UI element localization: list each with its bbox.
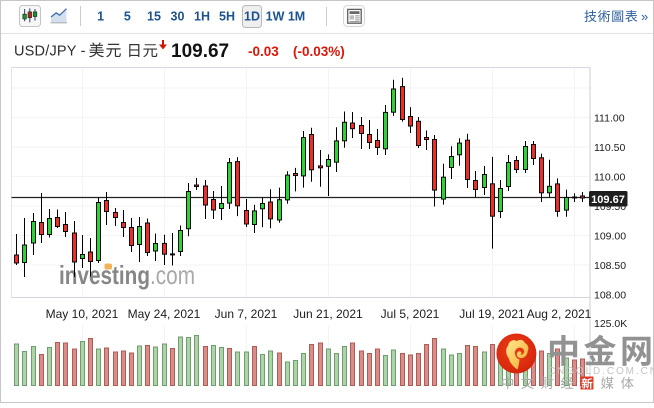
svg-text:1: 1 xyxy=(97,10,104,24)
svg-text:1D: 1D xyxy=(244,10,260,24)
svg-text:1W: 1W xyxy=(266,10,285,24)
svg-text:USD/JPY -: USD/JPY - xyxy=(14,44,86,60)
svg-text:investing: investing xyxy=(59,260,150,290)
svg-text:1H: 1H xyxy=(194,10,210,24)
svg-text:110.50: 110.50 xyxy=(594,142,625,154)
svg-text:30: 30 xyxy=(171,10,185,24)
svg-text:Jun 21, 2021: Jun 21, 2021 xyxy=(293,307,363,321)
svg-text:108.50: 108.50 xyxy=(594,260,626,272)
svg-text:125.0K: 125.0K xyxy=(594,318,627,330)
svg-text:CNGOLD.COM.CN: CNGOLD.COM.CN xyxy=(548,366,654,377)
svg-text:5: 5 xyxy=(124,10,131,24)
svg-text:1M: 1M xyxy=(288,10,305,24)
svg-text:109.00: 109.00 xyxy=(594,230,626,242)
svg-text:15: 15 xyxy=(147,10,161,24)
svg-text:»: » xyxy=(641,9,648,24)
svg-text:5H: 5H xyxy=(219,10,235,24)
svg-text:Jun 7, 2021: Jun 7, 2021 xyxy=(215,307,278,321)
svg-text:May 24, 2021: May 24, 2021 xyxy=(128,307,201,321)
svg-text:110.00: 110.00 xyxy=(594,171,625,183)
svg-text:-0.03: -0.03 xyxy=(248,44,279,59)
svg-text:Jul 5, 2021: Jul 5, 2021 xyxy=(381,307,440,321)
svg-text:108.00: 108.00 xyxy=(594,289,626,301)
svg-text:Jul 19, 2021: Jul 19, 2021 xyxy=(459,307,525,321)
svg-text:111.00: 111.00 xyxy=(594,112,625,124)
svg-text:(-0.03%): (-0.03%) xyxy=(293,44,345,59)
svg-text:May 10, 2021: May 10, 2021 xyxy=(46,307,119,321)
svg-text:Aug 2, 2021: Aug 2, 2021 xyxy=(527,307,592,321)
svg-text:109.67: 109.67 xyxy=(591,194,625,206)
svg-text:109.67: 109.67 xyxy=(171,41,229,62)
